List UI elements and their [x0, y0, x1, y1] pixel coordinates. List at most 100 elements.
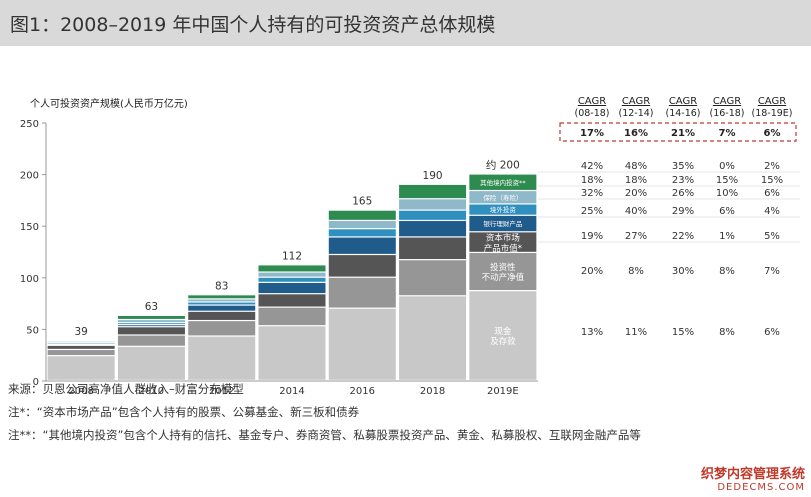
x-tick-label: 2019E [487, 386, 519, 397]
x-tick-label: 2014 [279, 386, 304, 397]
cagr-value: 20% [581, 266, 603, 277]
cagr-value: 4% [764, 206, 780, 217]
cagr-header-line2: (14-16) [665, 108, 700, 119]
cagr-total-value: 7% [719, 128, 736, 139]
bar-segment [117, 325, 185, 327]
cagr-value: 8% [719, 266, 735, 277]
cagr-header-line1: CAGR [669, 96, 697, 107]
total-label: 190 [423, 170, 443, 182]
y-axis-label: 个人可投资资产规模(人民币万亿元) [30, 97, 188, 110]
cagr-value: 15% [716, 175, 738, 186]
bar-segment [328, 255, 396, 277]
cagr-value: 10% [716, 188, 738, 199]
bar-segment [117, 335, 185, 346]
cagr-value: 32% [581, 188, 603, 199]
cagr-header-line1: CAGR [758, 96, 786, 107]
cagr-value: 42% [581, 161, 603, 172]
bar-segment [328, 221, 396, 229]
cagr-value: 23% [672, 175, 694, 186]
cagr-total-value: 16% [624, 128, 648, 139]
bar-segment [188, 299, 256, 302]
y-tick-label: 50 [26, 325, 39, 336]
bar-segment [258, 326, 326, 380]
x-tick-label: 2018 [420, 386, 445, 397]
bar-segment [258, 282, 326, 294]
segment-label: 现金及存款 [490, 326, 516, 347]
cagr-value: 25% [581, 206, 603, 217]
bar-segment [399, 199, 467, 210]
cagr-value: 18% [581, 175, 603, 186]
cagr-total-box [559, 122, 797, 142]
bar-segment [258, 265, 326, 272]
cagr-value: 7% [764, 266, 780, 277]
bar-segment [47, 345, 115, 349]
bar-segment [47, 350, 115, 356]
bar-segment [47, 356, 115, 380]
watermark-line2: DEDECMS.COM [717, 482, 805, 493]
bar-segment [469, 232, 537, 252]
cagr-header-line2: (16-18) [709, 108, 744, 119]
cagr-header-line1: CAGR [578, 96, 606, 107]
bar-segment [399, 221, 467, 237]
footnote-2: 注**：“其他境内投资”包含个人持有的信托、基金专户、券商资管、私募股票投资产品… [8, 428, 641, 442]
y-tick-label: 150 [20, 222, 39, 233]
cagr-value: 6% [764, 327, 780, 338]
bar-segment [117, 320, 185, 323]
cagr-value: 5% [764, 231, 780, 242]
cagr-value: 2% [764, 161, 780, 172]
bar-segment [188, 305, 256, 311]
cagr-value: 48% [625, 161, 647, 172]
bar-segment [188, 336, 256, 380]
bar-segment [399, 237, 467, 260]
cagr-value: 6% [719, 206, 735, 217]
cagr-value: 35% [672, 161, 694, 172]
bar-segment [328, 229, 396, 237]
bar-segment [188, 311, 256, 320]
cagr-header-line1: CAGR [713, 96, 741, 107]
cagr-value: 30% [672, 266, 694, 277]
bar-segment [399, 184, 467, 199]
bar-segment [328, 210, 396, 220]
cagr-total-value: 21% [671, 128, 695, 139]
bar-segment [469, 291, 537, 380]
bar-segment [469, 215, 537, 232]
bar-segment [117, 315, 185, 319]
cagr-value: 19% [581, 231, 603, 242]
bar-segment [188, 321, 256, 336]
cagr-value: 8% [719, 327, 735, 338]
bar-segment [469, 191, 537, 204]
cagr-value: 13% [581, 327, 603, 338]
segment-label: 资本市场产品市值* [484, 233, 522, 254]
bar-segment [399, 260, 467, 296]
cagr-value: 40% [625, 206, 647, 217]
bar-segment [117, 346, 185, 380]
total-label: 112 [282, 250, 302, 262]
cagr-value: 11% [625, 327, 647, 338]
total-label: 165 [352, 196, 372, 208]
segment-label: 其他境内投资** [480, 178, 526, 187]
bar-segment [328, 237, 396, 254]
bar-segment [399, 210, 467, 220]
cagr-value: 15% [761, 175, 783, 186]
bar-segment [469, 204, 537, 215]
bar-segment [258, 294, 326, 307]
total-label: 83 [215, 280, 228, 292]
cagr-value: 1% [719, 231, 735, 242]
segment-label: 境外投资 [490, 205, 517, 214]
cagr-total-value: 6% [764, 128, 781, 139]
bar-segment [117, 327, 185, 335]
cagr-value: 22% [672, 231, 694, 242]
cagr-value: 15% [672, 327, 694, 338]
watermark-line1: 织梦内容管理系统 [700, 467, 805, 482]
bar-segment [258, 307, 326, 326]
cagr-header-line1: CAGR [622, 96, 650, 107]
source-note: 来源：贝恩公司高净值人群收入–财富分布模型 [8, 382, 244, 396]
segment-label: 投资性不动产净值 [482, 262, 525, 283]
footnote-1: 注*：“资本市场产品”包含个人持有的股票、公募基金、新三板和债券 [8, 405, 360, 419]
title-bar: 图1：2008–2019 年中国个人持有的可投资资产总体规模 [0, 0, 811, 46]
bar-segment [258, 277, 326, 282]
cagr-value: 18% [625, 175, 647, 186]
bar-segment [258, 272, 326, 277]
x-tick-label: 2016 [350, 386, 375, 397]
cagr-value: 8% [628, 266, 644, 277]
